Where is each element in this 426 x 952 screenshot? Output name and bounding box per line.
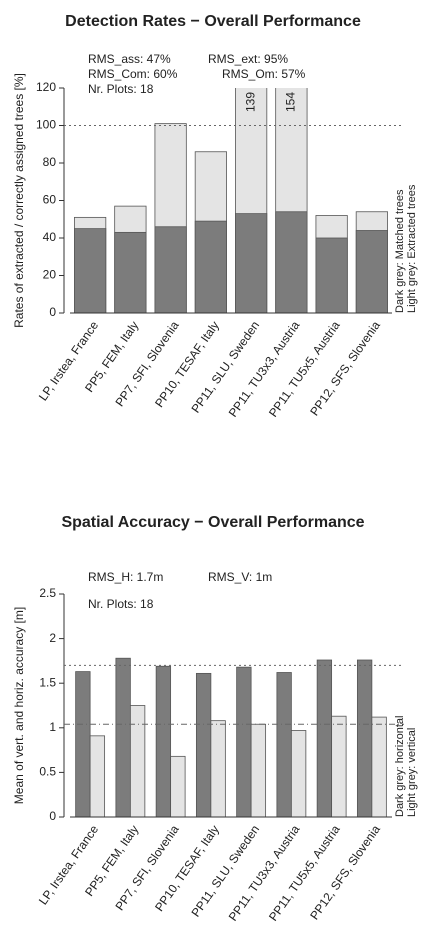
bar (275, 211, 308, 313)
bar (195, 672, 212, 817)
bar (194, 220, 227, 313)
annotation: RMS_V: 1m (208, 570, 272, 584)
chart-title: Spatial Accuracy − Overall Performance (61, 514, 364, 531)
bar (290, 730, 307, 817)
y-tick-label: 80 (43, 155, 57, 169)
bar (155, 665, 172, 817)
annotation: RMS_ass: 47% (88, 52, 171, 66)
plot (74, 88, 388, 313)
y-tick-label: 120 (36, 80, 56, 94)
annotation: RMS_ext: 95% (208, 52, 288, 66)
bar (250, 723, 267, 817)
y-tick-label: 100 (36, 118, 56, 132)
annotation: RMS_H: 1.7m (88, 570, 163, 584)
bar (114, 231, 147, 313)
y-tick-label: 1.5 (39, 675, 56, 689)
bar (74, 228, 107, 313)
bar (235, 213, 268, 313)
bar (236, 666, 252, 817)
legend-entry: Dark grey: horizontal (394, 716, 406, 818)
x-tick-label: PP11, TU3x3, Austria (226, 822, 303, 923)
bar (75, 671, 91, 817)
bar (356, 659, 373, 817)
y-tick-label: 0.5 (39, 765, 56, 779)
legend-entry: Light grey: vertical (406, 728, 418, 817)
bar (316, 659, 333, 817)
plot (75, 657, 387, 817)
annotation: Nr. Plots: 18 (88, 82, 154, 96)
chart-title: Detection Rates − Overall Performance (65, 13, 361, 30)
x-tick-label: PP11, TU5x5, Austria (266, 822, 343, 923)
x-tick-label: PP12, SFS, Slovenia (307, 822, 383, 922)
y-tick-label: 40 (43, 230, 57, 244)
y-tick-label: 0 (49, 305, 56, 319)
bar (315, 237, 348, 313)
bar (210, 720, 226, 817)
annotation: RMS_Com: 60% (88, 67, 178, 81)
annotation: RMS_Om: 57% (222, 67, 306, 81)
bar (170, 755, 186, 817)
y-tick-label: 1 (49, 720, 56, 734)
annotation: Nr. Plots: 18 (88, 597, 154, 611)
y-tick-label: 20 (43, 268, 57, 282)
y-tick-label: 2 (49, 631, 56, 645)
bar (154, 226, 187, 313)
value-label: 154 (284, 92, 298, 112)
bar (129, 705, 146, 817)
bar (371, 716, 387, 817)
bar (115, 657, 131, 817)
bar (89, 735, 106, 817)
bar (276, 672, 292, 817)
value-label: 139 (243, 92, 257, 112)
y-tick-label: 0 (49, 809, 56, 823)
y-axis-label: Mean of vert. and horiz. accuracy [m] (12, 607, 26, 804)
y-tick-label: 60 (43, 193, 57, 207)
bar (355, 230, 388, 313)
legend-entry: Dark grey: Matched trees (394, 189, 406, 313)
x-tick-label: PP11, TU3x3, Austria (226, 318, 303, 419)
x-tick-label: PP11, TU5x5, Austria (266, 318, 343, 419)
bar (331, 715, 347, 817)
y-axis-label: Rates of extracted / correctly assigned … (12, 73, 26, 328)
legend-entry: Light grey: Extracted trees (406, 184, 418, 313)
x-tick-label: PP12, SFS, Slovenia (307, 318, 383, 418)
y-tick-label: 2.5 (39, 586, 56, 600)
